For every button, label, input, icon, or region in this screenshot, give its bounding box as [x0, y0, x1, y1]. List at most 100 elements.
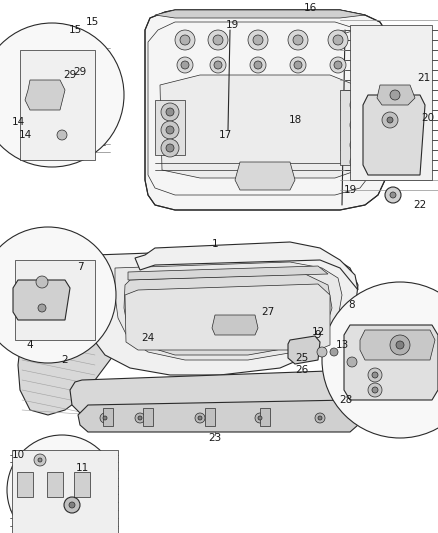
Circle shape: [396, 341, 404, 349]
Text: 29: 29: [74, 67, 87, 77]
Polygon shape: [78, 400, 358, 432]
Polygon shape: [82, 248, 358, 375]
Circle shape: [315, 413, 325, 423]
Text: 15: 15: [85, 17, 99, 27]
Circle shape: [34, 454, 46, 466]
Polygon shape: [363, 95, 425, 175]
Circle shape: [195, 413, 205, 423]
Polygon shape: [145, 10, 385, 210]
Text: 14: 14: [18, 130, 32, 140]
Circle shape: [0, 23, 124, 167]
Circle shape: [166, 108, 174, 116]
Circle shape: [253, 35, 263, 45]
Circle shape: [254, 61, 262, 69]
Circle shape: [350, 97, 366, 113]
Circle shape: [355, 102, 361, 108]
Text: 21: 21: [417, 73, 431, 83]
Polygon shape: [115, 262, 342, 360]
Circle shape: [38, 304, 46, 312]
Circle shape: [7, 435, 117, 533]
Circle shape: [138, 416, 142, 420]
Polygon shape: [344, 325, 438, 400]
Circle shape: [382, 112, 398, 128]
Text: 2: 2: [62, 355, 68, 365]
Text: 14: 14: [11, 117, 25, 127]
Bar: [74, 472, 90, 497]
Circle shape: [347, 357, 357, 367]
Circle shape: [390, 192, 396, 198]
Circle shape: [177, 57, 193, 73]
Polygon shape: [124, 274, 332, 355]
Text: 8: 8: [349, 300, 355, 310]
Text: 28: 28: [339, 395, 353, 405]
Polygon shape: [70, 370, 365, 415]
Bar: [260, 408, 270, 426]
Text: 22: 22: [413, 200, 427, 210]
Circle shape: [64, 497, 80, 513]
Text: 19: 19: [343, 185, 357, 195]
Circle shape: [330, 348, 338, 356]
Circle shape: [0, 227, 116, 363]
Text: 13: 13: [336, 340, 349, 350]
Circle shape: [69, 502, 75, 508]
Circle shape: [198, 416, 202, 420]
Circle shape: [161, 103, 179, 121]
Circle shape: [372, 372, 378, 378]
Polygon shape: [155, 100, 185, 155]
Circle shape: [57, 130, 67, 140]
Circle shape: [355, 142, 361, 148]
Circle shape: [181, 61, 189, 69]
Circle shape: [135, 413, 145, 423]
Polygon shape: [12, 450, 118, 533]
Text: 15: 15: [68, 25, 81, 35]
Circle shape: [355, 122, 361, 128]
Polygon shape: [20, 50, 95, 160]
Text: 26: 26: [295, 365, 309, 375]
Text: 11: 11: [75, 463, 88, 473]
Text: 1: 1: [212, 239, 218, 249]
Bar: [143, 408, 153, 426]
Circle shape: [368, 368, 382, 382]
Text: 29: 29: [64, 70, 77, 80]
Circle shape: [175, 30, 195, 50]
Circle shape: [166, 126, 174, 134]
Polygon shape: [235, 162, 295, 190]
Circle shape: [318, 416, 322, 420]
Circle shape: [208, 30, 228, 50]
Circle shape: [368, 383, 382, 397]
Circle shape: [180, 35, 190, 45]
Polygon shape: [160, 75, 358, 178]
Bar: [103, 408, 113, 426]
Text: 23: 23: [208, 433, 222, 443]
Text: 24: 24: [141, 333, 155, 343]
Circle shape: [294, 61, 302, 69]
Text: 25: 25: [295, 353, 309, 363]
Circle shape: [161, 139, 179, 157]
Text: 27: 27: [261, 307, 275, 317]
Polygon shape: [340, 90, 375, 165]
Circle shape: [255, 413, 265, 423]
Bar: [17, 472, 33, 497]
Circle shape: [214, 61, 222, 69]
Text: 12: 12: [311, 327, 325, 337]
Polygon shape: [125, 284, 330, 350]
Circle shape: [350, 117, 366, 133]
Circle shape: [100, 413, 110, 423]
Circle shape: [354, 57, 370, 73]
Text: 17: 17: [219, 130, 232, 140]
Circle shape: [290, 57, 306, 73]
Polygon shape: [128, 266, 328, 280]
Circle shape: [350, 137, 366, 153]
Bar: [47, 472, 63, 497]
Polygon shape: [13, 280, 70, 320]
Circle shape: [322, 282, 438, 438]
Circle shape: [166, 144, 174, 152]
Circle shape: [390, 90, 400, 100]
Text: 18: 18: [288, 115, 302, 125]
Circle shape: [372, 387, 378, 393]
Polygon shape: [360, 330, 435, 360]
Text: 19: 19: [226, 20, 239, 30]
Polygon shape: [155, 10, 365, 18]
Circle shape: [103, 416, 107, 420]
Text: 4: 4: [27, 340, 33, 350]
